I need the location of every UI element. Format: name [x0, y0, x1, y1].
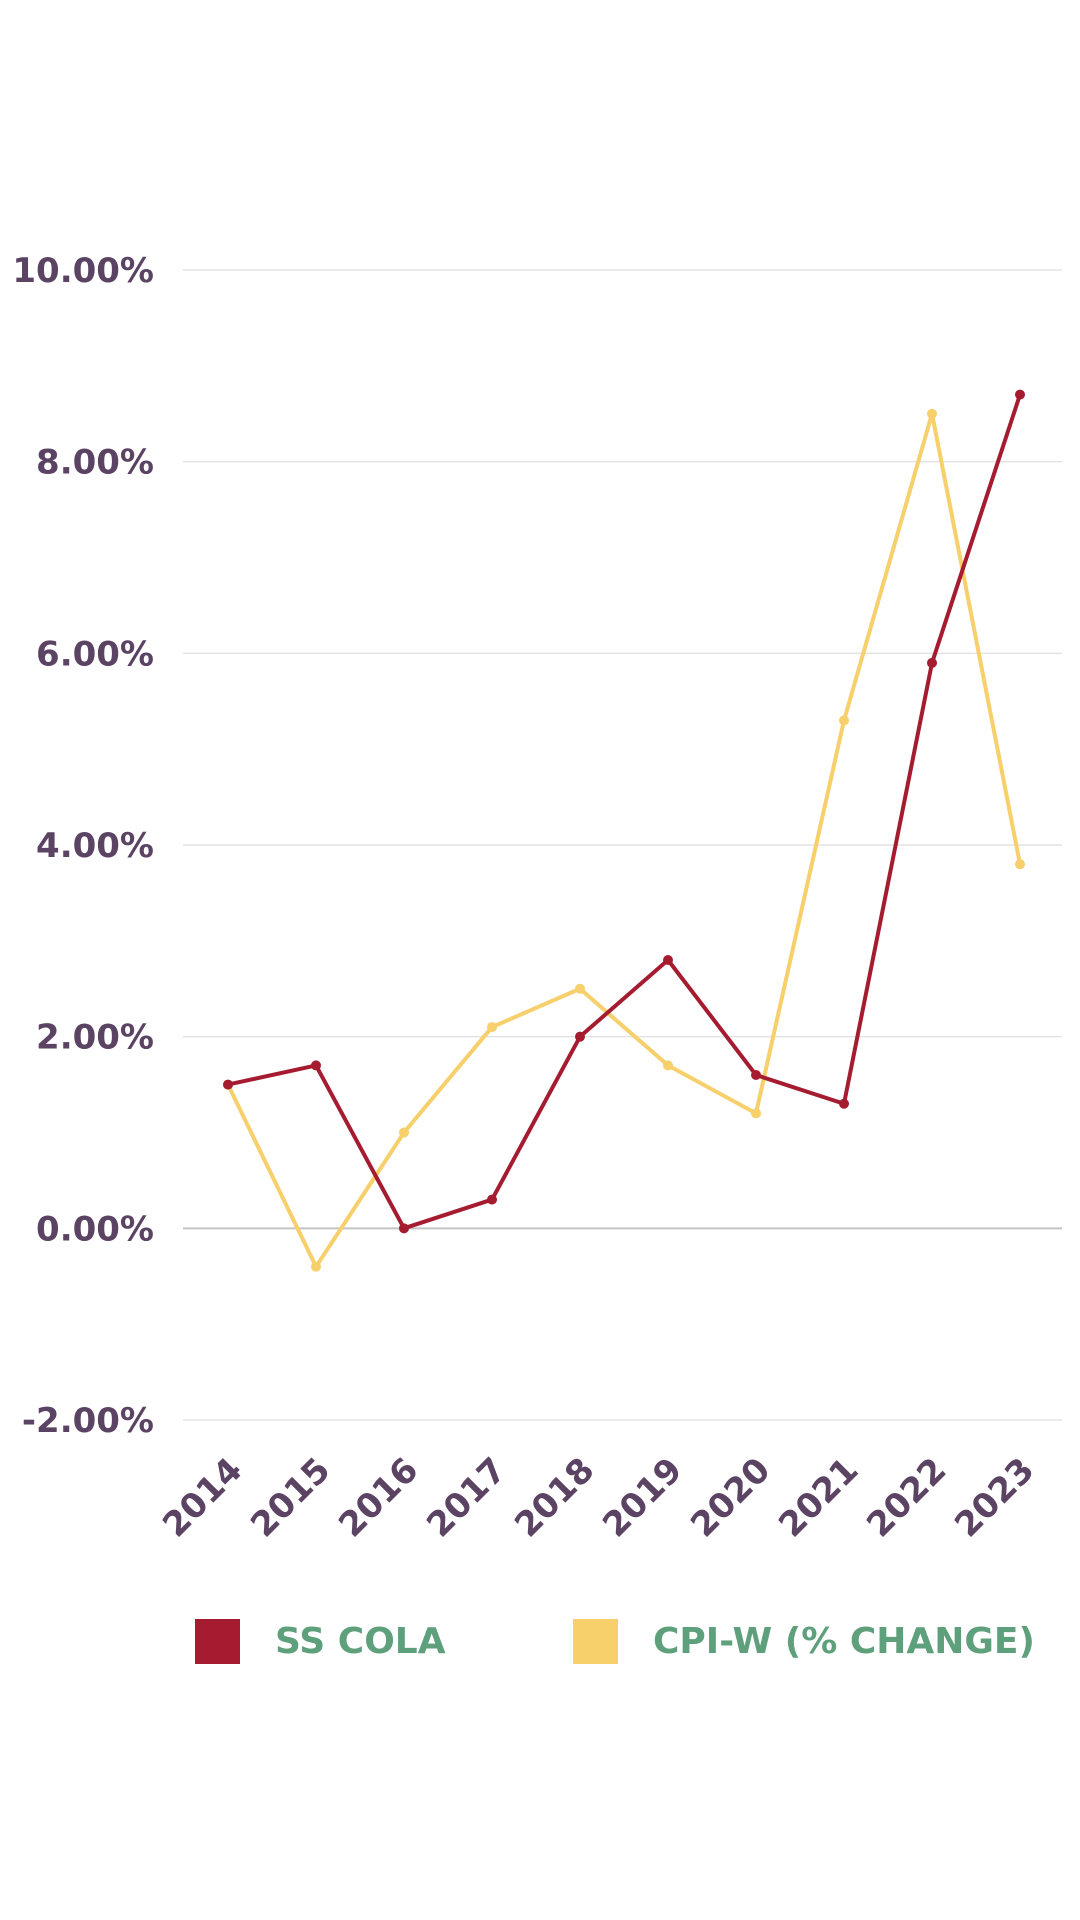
x-tick-label: 2022: [859, 1450, 954, 1545]
legend-item-ss-cola: SS COLA: [195, 1616, 446, 1666]
y-tick-label: 8.00%: [36, 443, 154, 483]
x-tick-label: 2018: [507, 1450, 602, 1545]
x-tick-label: 2019: [595, 1450, 690, 1545]
data-point: [839, 1098, 849, 1109]
data-point: [663, 1060, 673, 1071]
data-point: [575, 1031, 585, 1042]
y-tick-label: 0.00%: [36, 1209, 154, 1249]
y-axis-ticks: 10.00% 8.00% 6.00% 4.00% 2.00% 0.00% -2.00%: [12, 251, 154, 1441]
legend-label-ss-cola: SS COLA: [275, 1620, 446, 1662]
series-line: [226, 411, 1022, 1269]
data-point: [487, 1194, 497, 1205]
data-point: [223, 1079, 233, 1090]
data-point: [839, 715, 849, 726]
x-tick-label: 2017: [419, 1450, 514, 1545]
gridlines: [183, 269, 1062, 1421]
x-tick-label: 2021: [771, 1450, 866, 1545]
series-ss-cola: [223, 389, 1025, 1234]
legend-swatch-ss-cola: [195, 1618, 240, 1664]
y-tick-label: -2.00%: [22, 1401, 154, 1441]
series-line: [226, 392, 1022, 1231]
x-tick-label: 2014: [155, 1450, 250, 1545]
data-point: [927, 657, 937, 668]
data-point: [487, 1022, 497, 1033]
data-point: [663, 955, 673, 965]
data-point: [311, 1261, 321, 1272]
legend-label-cpi-w: CPI-W (% CHANGE): [653, 1620, 1035, 1662]
y-tick-label: 2.00%: [36, 1018, 154, 1058]
data-point: [399, 1127, 409, 1138]
x-tick-label: 2015: [243, 1450, 338, 1545]
series-cpi-w: [223, 408, 1025, 1272]
data-point: [399, 1223, 409, 1234]
y-tick-label: 10.00%: [12, 251, 154, 291]
data-point: [927, 408, 937, 419]
x-tick-label: 2016: [331, 1450, 426, 1545]
series-lines: [223, 389, 1025, 1272]
data-point: [575, 983, 585, 994]
data-point: [1015, 389, 1025, 400]
x-tick-label: 2020: [683, 1450, 778, 1545]
data-point: [751, 1070, 761, 1080]
x-tick-label: 2023: [947, 1450, 1042, 1545]
legend-swatch-cpi-w: [573, 1618, 618, 1664]
y-tick-label: 6.00%: [36, 634, 154, 674]
data-point: [311, 1060, 321, 1071]
data-point: [1015, 859, 1025, 870]
legend: SS COLA CPI-W (% CHANGE): [0, 1616, 1080, 1676]
legend-item-cpi-w: CPI-W (% CHANGE): [573, 1616, 1035, 1666]
y-tick-label: 4.00%: [36, 826, 154, 866]
data-point: [751, 1108, 761, 1119]
